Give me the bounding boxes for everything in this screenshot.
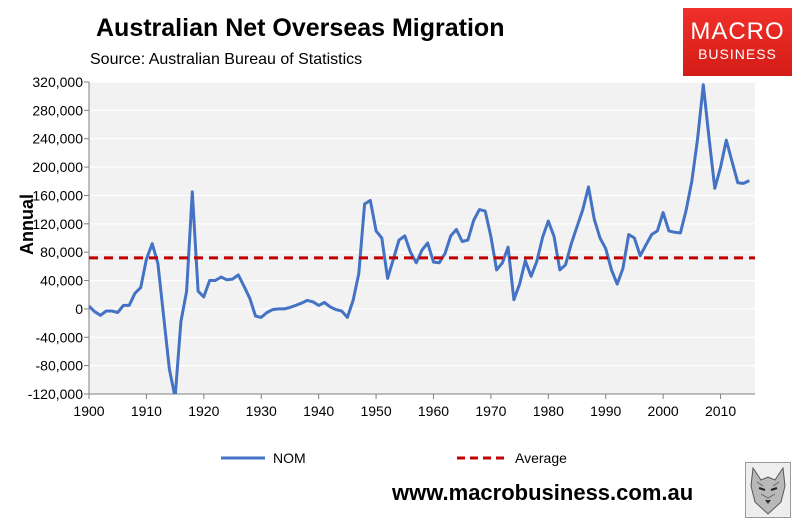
y-tick-label: 240,000 (32, 131, 83, 147)
brand-logo-line2: BUSINESS (698, 46, 777, 62)
x-tick-label: 1980 (533, 403, 564, 419)
y-tick-label: 40,000 (40, 273, 83, 289)
legend-item-nom: NOM (219, 450, 306, 466)
y-tick-label: 200,000 (32, 159, 83, 175)
y-tick-label: -40,000 (36, 329, 84, 345)
y-tick-label: 280,000 (32, 102, 83, 118)
legend-swatch-average (457, 456, 507, 460)
x-tick-label: 1990 (590, 403, 621, 419)
y-tick-label: -120,000 (28, 386, 83, 402)
y-tick-label: 120,000 (32, 216, 83, 232)
wolf-head-icon (745, 462, 791, 518)
x-tick-label: 1900 (73, 403, 104, 419)
x-tick-label: 1970 (475, 403, 506, 419)
legend-swatch-nom (221, 456, 265, 460)
y-tick-label: 80,000 (40, 244, 83, 260)
x-tick-label: 2010 (705, 403, 736, 419)
y-tick-label: 160,000 (32, 187, 83, 203)
x-tick-label: 1950 (360, 403, 391, 419)
x-tick-label: 1920 (188, 403, 219, 419)
y-tick-label: -80,000 (36, 358, 84, 374)
chart-subtitle: Source: Australian Bureau of Statistics (90, 51, 363, 68)
x-tick-label: 1930 (246, 403, 277, 419)
x-tick-label: 1910 (131, 403, 162, 419)
y-tick-label: 320,000 (32, 74, 83, 90)
x-tick-label: 1960 (418, 403, 449, 419)
legend-label-nom: NOM (273, 450, 306, 466)
y-tick-label: 0 (75, 301, 83, 317)
brand-logo-line1: MACRO (690, 18, 785, 45)
footer-url[interactable]: www.macrobusiness.com.au (392, 480, 694, 505)
legend-label-average: Average (515, 450, 567, 466)
x-tick-label: 1940 (303, 403, 334, 419)
x-tick-label: 2000 (648, 403, 679, 419)
chart-title: Australian Net Overseas Migration (96, 14, 505, 42)
brand-logo[interactable]: MACRO BUSINESS (683, 8, 792, 76)
legend-item-average: Average (455, 450, 567, 466)
plot-area (89, 82, 755, 394)
